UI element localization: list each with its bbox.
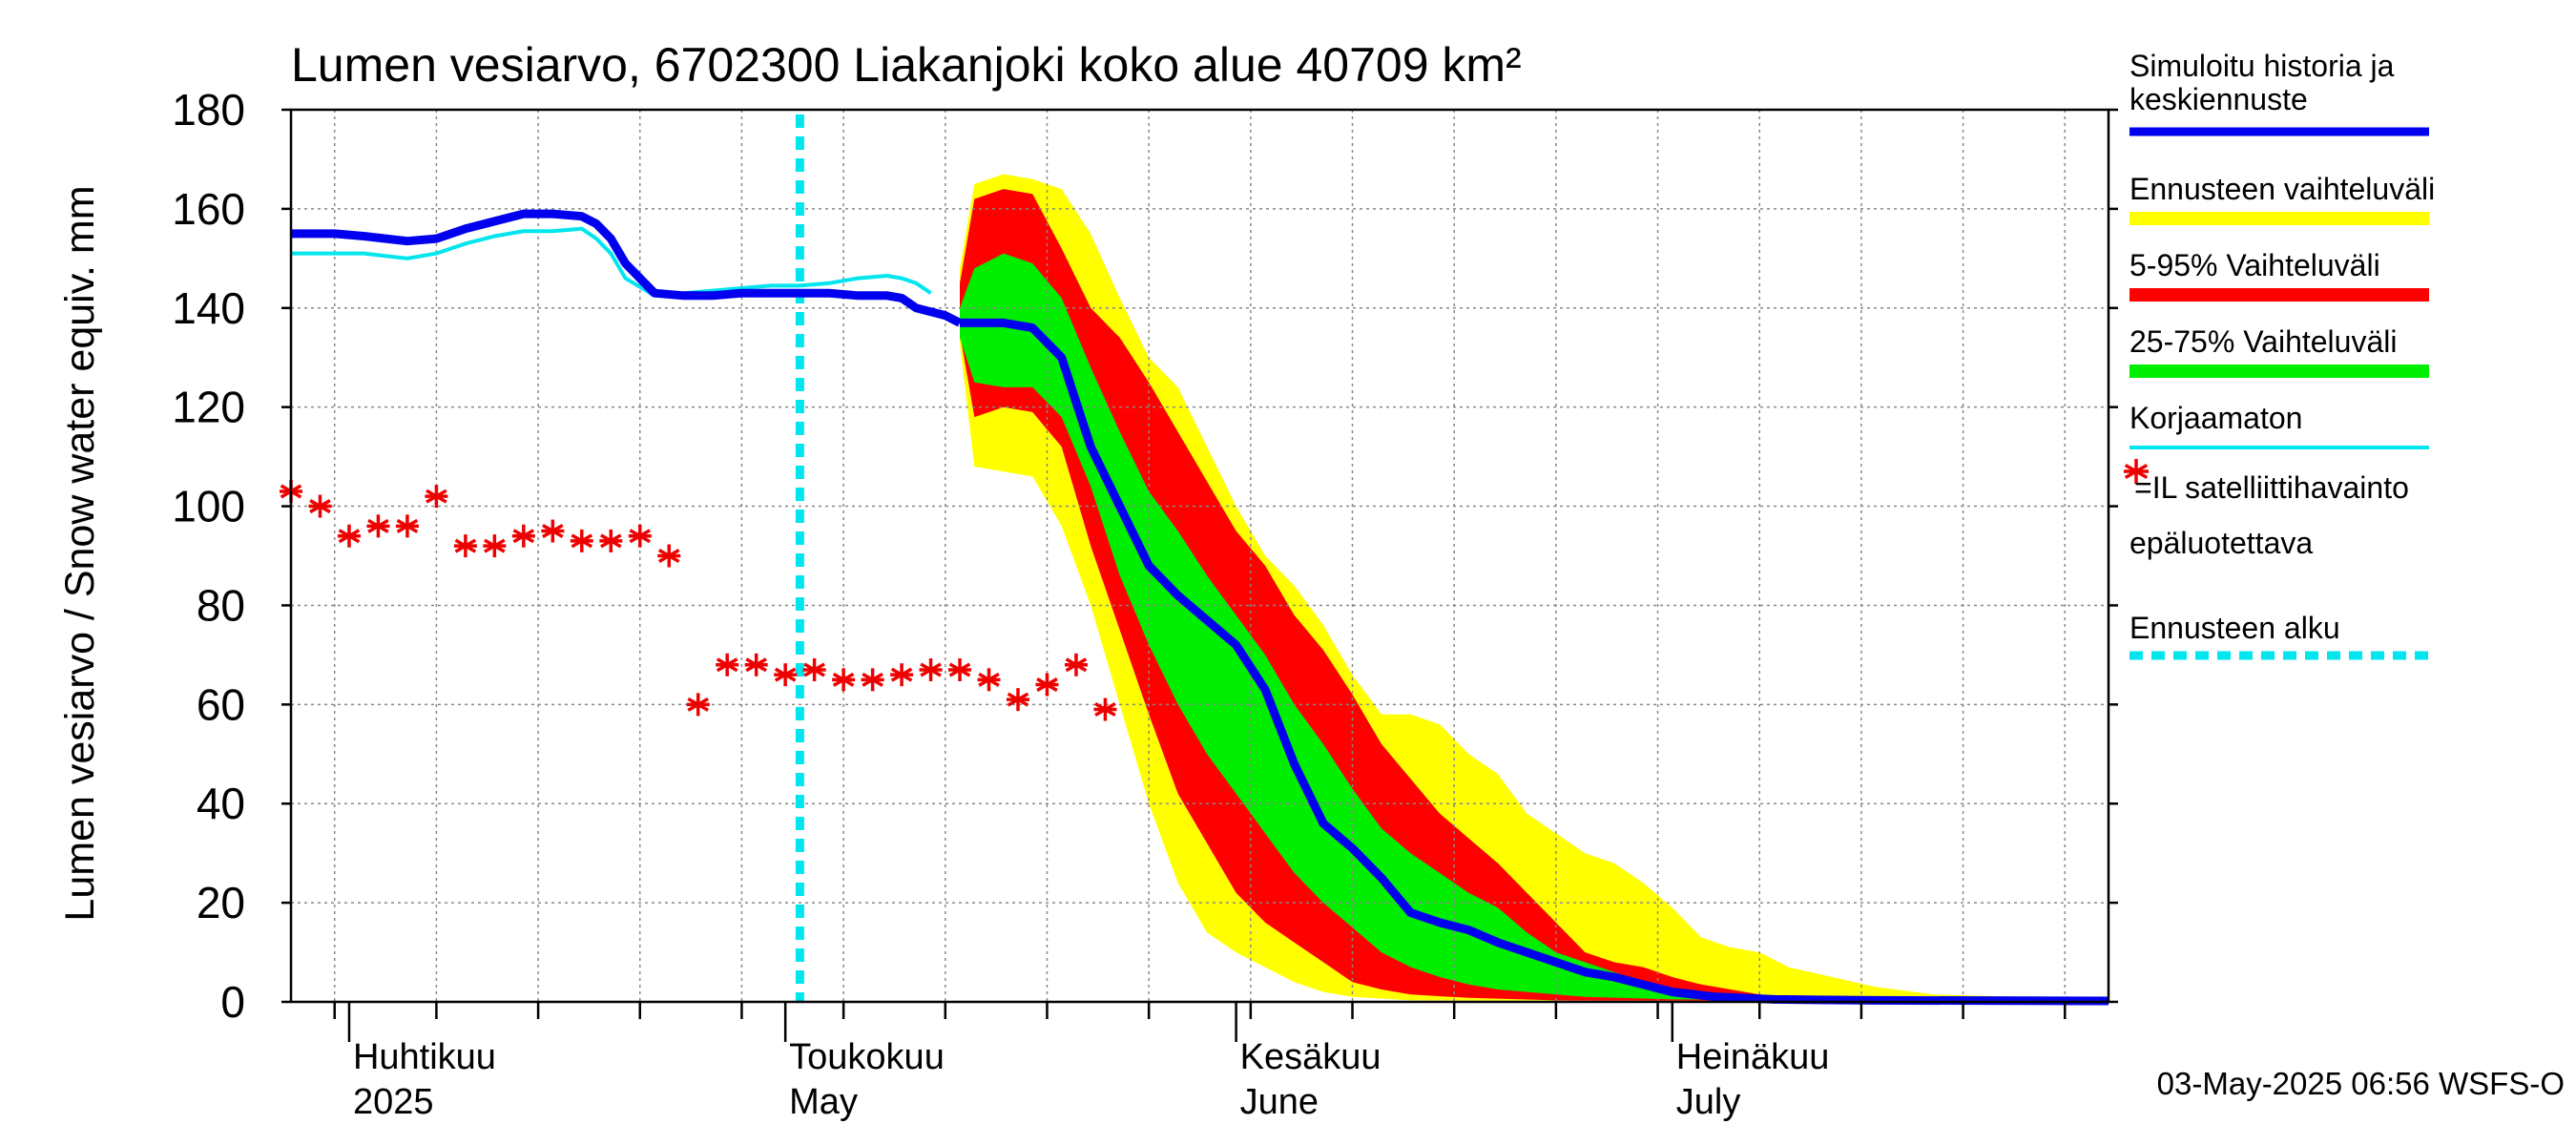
legend-label: 25-75% Vaihteluväli [2129, 324, 2397, 359]
satellite-point [861, 668, 884, 692]
satellite-point [337, 524, 361, 548]
satellite-point [599, 529, 623, 552]
satellite-point [919, 657, 943, 681]
y-tick-labels: 0 20 40 60 80 100 120 140 160 180 [172, 85, 245, 1027]
band-25-75 [960, 253, 2109, 1002]
satellite-point [1007, 688, 1029, 712]
y-tick-label: 100 [172, 482, 245, 531]
month-label-fi: Toukokuu [789, 1037, 945, 1077]
plot-frame [289, 108, 2110, 1004]
month-label-fi: Kesäkuu [1240, 1037, 1381, 1077]
y-tick-label: 120 [172, 383, 245, 432]
satellite-point [425, 485, 448, 509]
satellite-point [802, 657, 826, 681]
month-label-en: 2025 [353, 1082, 434, 1122]
satellite-point [890, 663, 914, 687]
y-tick-label: 60 [197, 679, 245, 729]
y-tick-label: 80 [197, 580, 245, 630]
y-tick-label: 0 [220, 977, 245, 1027]
satellite-point [570, 529, 593, 552]
satellite-point [686, 693, 710, 717]
satellite-point [395, 514, 419, 538]
y-tick-label: 20 [197, 878, 245, 927]
legend-swatch-range_25_75 [2129, 364, 2429, 378]
chart-title: Lumen vesiarvo, 6702300 Liakanjoki koko … [291, 38, 1522, 92]
series-lines [291, 114, 2109, 1006]
legend-label: =IL satelliittihavainto [2134, 470, 2409, 505]
satellite-observations [280, 479, 1117, 721]
x-month-labels: Huhtikuu 2025 Toukokuu May Kesäkuu June Heinäk… [353, 1037, 1829, 1122]
satellite-point [541, 519, 565, 543]
satellite-point [308, 494, 332, 518]
footer-timestamp: 03-May-2025 06:56 WSFS-O [2157, 1066, 2565, 1101]
month-label-fi: Heinäkuu [1676, 1037, 1830, 1077]
y-axis-label: Lumen vesiarvo / Snow water equiv. mm [57, 185, 103, 921]
legend-swatch-range_full [2129, 212, 2429, 225]
legend-label-2: epäluotettava [2129, 526, 2313, 560]
satellite-point [453, 534, 477, 558]
satellite-point [657, 544, 681, 568]
satellite-point [832, 668, 856, 692]
legend-swatch-range_5_95 [2129, 288, 2429, 302]
axes [281, 108, 2118, 1042]
forecast-bands [960, 174, 2109, 1003]
uncorrected-line [291, 226, 932, 298]
satellite-point [774, 663, 798, 687]
satellite-point [366, 514, 390, 538]
y-tick-label: 40 [197, 779, 245, 828]
legend-label: Ennusteen alku [2129, 611, 2340, 645]
legend-label: 5-95% Vaihteluväli [2129, 248, 2380, 282]
satellite-point [1064, 653, 1088, 677]
month-label-en: May [789, 1082, 858, 1122]
legend-label: Simuloitu historia ja [2129, 49, 2395, 83]
simulated-history-line [291, 209, 963, 327]
legend-swatch-satellite [2124, 459, 2149, 484]
satellite-point [1035, 673, 1059, 697]
month-label-fi: Huhtikuu [353, 1037, 496, 1077]
legend-label: Ennusteen vaihteluväli [2129, 172, 2435, 206]
month-label-en: June [1240, 1082, 1319, 1122]
satellite-point [744, 653, 768, 677]
satellite-point [977, 668, 1001, 692]
forecast-median-line [960, 318, 2109, 1006]
y-tick-label: 140 [172, 283, 245, 333]
y-tick-label: 160 [172, 184, 245, 234]
satellite-point [1093, 697, 1117, 721]
satellite-point [511, 524, 535, 548]
grid-lines [291, 109, 2109, 1002]
satellite-point [716, 653, 739, 677]
legend-label: keskiennuste [2129, 82, 2308, 116]
month-label-en: July [1676, 1082, 1741, 1122]
satellite-point [948, 657, 972, 681]
y-tick-label: 180 [172, 85, 245, 135]
legend-label: Korjaamaton [2129, 401, 2302, 435]
satellite-point [628, 524, 652, 548]
satellite-point [483, 534, 507, 558]
